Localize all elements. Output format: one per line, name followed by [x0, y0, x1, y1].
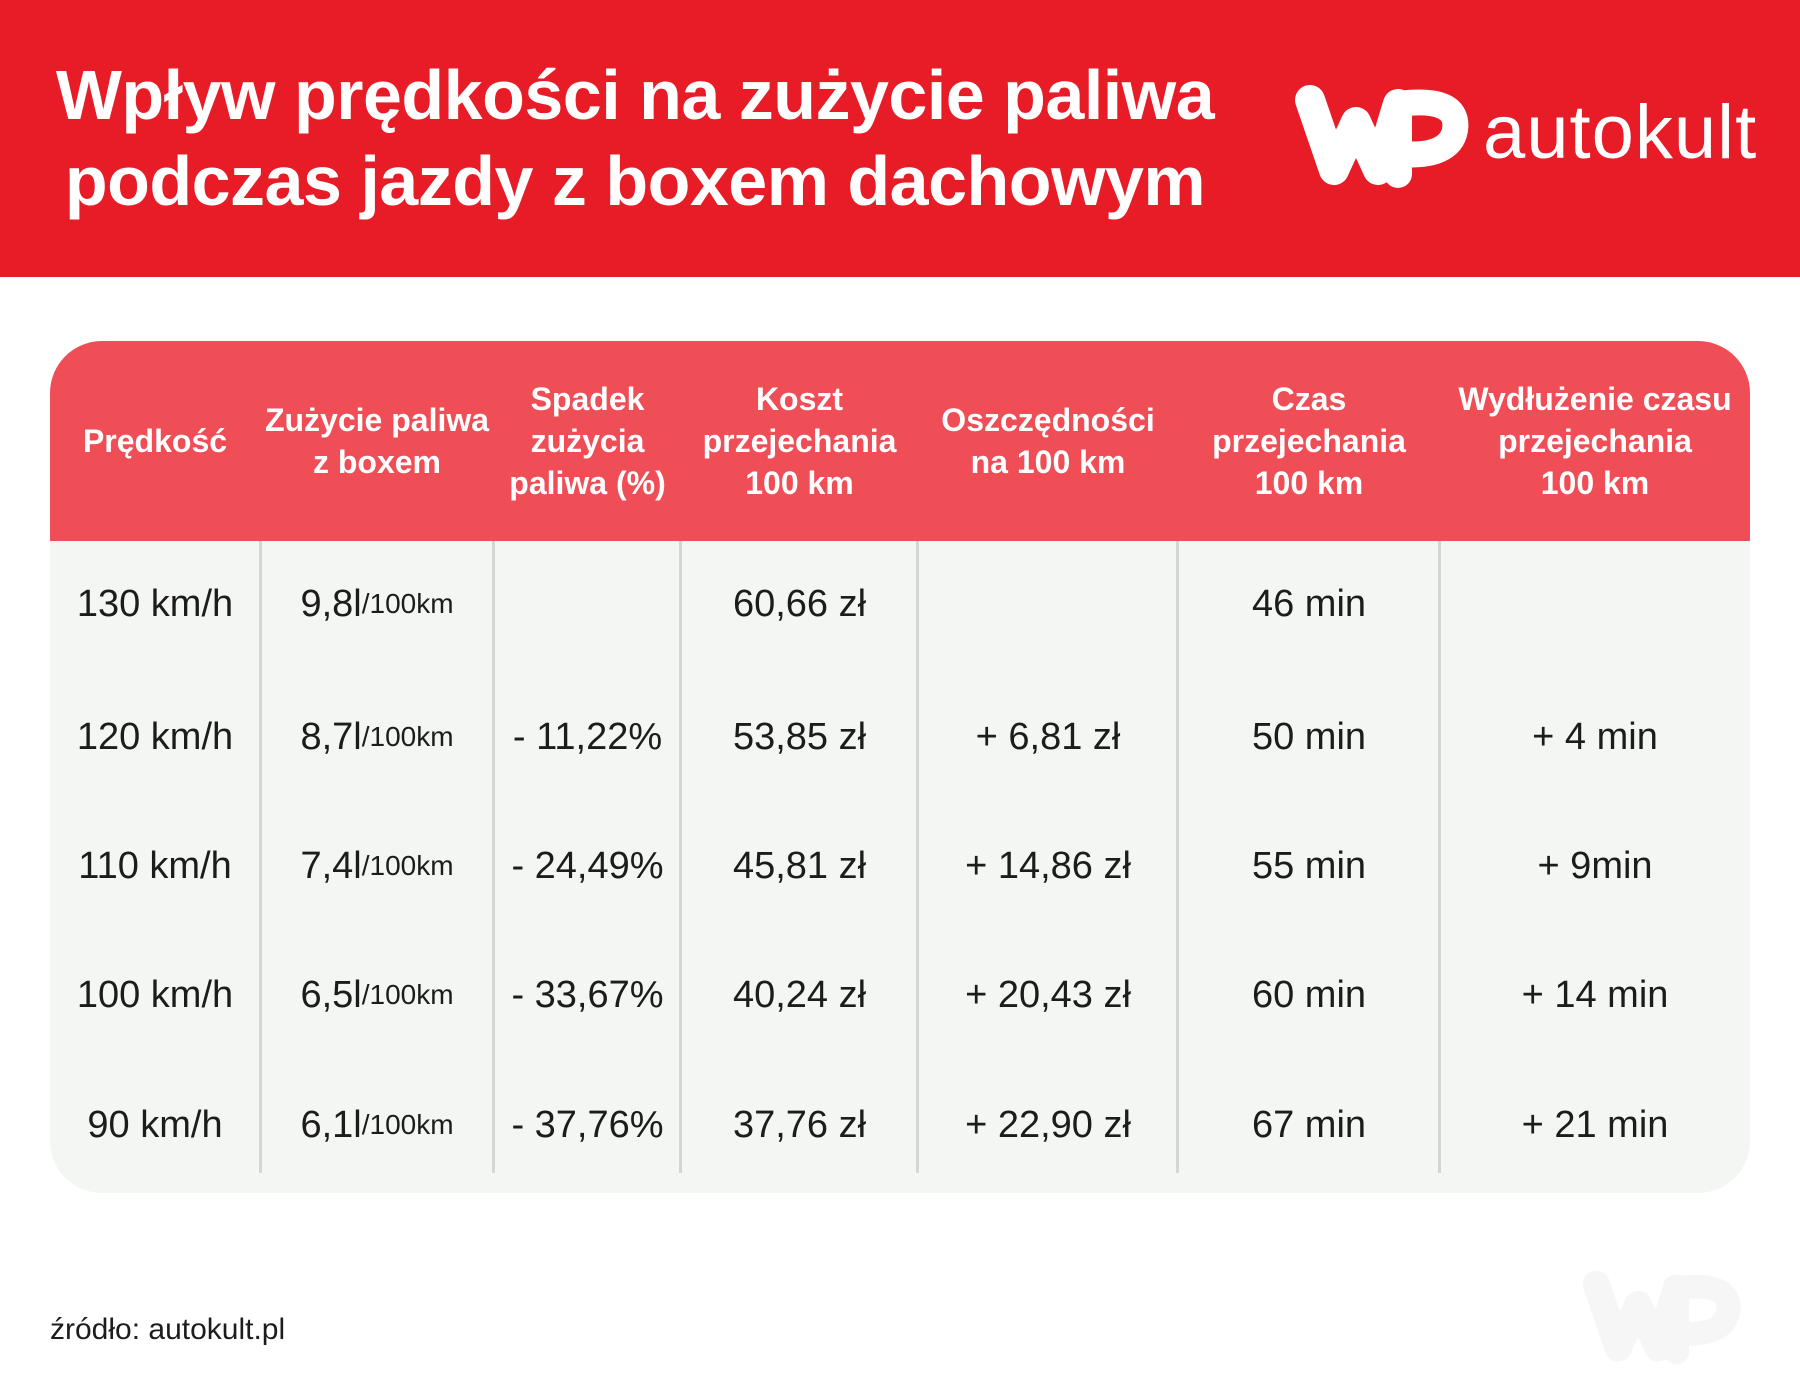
consumption-value: 6,5l — [300, 973, 362, 1016]
cell-speed: 130 km/h — [76, 582, 234, 625]
cell-savings: + 20,43 zł — [965, 973, 1131, 1016]
consumption-value: 8,7l — [300, 715, 362, 758]
cell-speed: 120 km/h — [76, 715, 234, 758]
cell-extension: + 21 min — [1521, 1103, 1669, 1146]
cell-drop — [494, 569, 681, 639]
consumption-unit: /100km — [361, 850, 454, 881]
wp-watermark-icon — [1582, 1270, 1741, 1365]
cell-consumption: 6,5l/100km — [260, 960, 494, 1030]
cell-time: 50 min — [1251, 715, 1367, 758]
brand-logo: autokult — [1290, 82, 1770, 192]
column-header-consumption: Zużycie paliwa z boxem — [264, 402, 490, 480]
cell-cost: 40,24 zł — [732, 973, 867, 1016]
wp-logo-icon — [1295, 85, 1469, 188]
consumption-unit: /100km — [361, 979, 454, 1010]
column-divider — [492, 541, 495, 1173]
cell-drop: - 11,22% — [512, 715, 663, 758]
cell-drop: - 33,67% — [511, 973, 664, 1016]
cell-consumption: 8,7l/100km — [260, 702, 494, 772]
cell-speed: 100 km/h — [76, 973, 234, 1016]
cell-extension: + 14 min — [1521, 973, 1669, 1016]
cell-savings — [918, 569, 1178, 639]
header-banner: Wpływ prędkości na zużycie paliwa podcza… — [0, 0, 1800, 277]
fuel-table: Prędkość Zużycie paliwa z boxem Spadek z… — [50, 341, 1750, 1193]
cell-speed: 90 km/h — [87, 1103, 223, 1146]
table-header: Prędkość Zużycie paliwa z boxem Spadek z… — [50, 341, 1750, 541]
column-header-time: Czas przejechania 100 km — [1212, 381, 1406, 501]
cell-extension — [1440, 569, 1750, 639]
consumption-value: 9,8l — [300, 582, 362, 625]
column-divider — [1176, 541, 1179, 1173]
cell-consumption: 9,8l/100km — [260, 569, 494, 639]
column-divider — [679, 541, 682, 1173]
consumption-unit: /100km — [361, 1109, 454, 1140]
cell-cost: 37,76 zł — [732, 1103, 867, 1146]
source-note: źródło: autokult.pl — [50, 1313, 286, 1346]
cell-extension: + 4 min — [1532, 715, 1658, 758]
cell-savings: + 14,86 zł — [965, 844, 1131, 887]
consumption-unit: /100km — [361, 721, 454, 752]
column-header-drop: Spadek zużycia paliwa (%) — [509, 381, 666, 501]
column-header-cost: Koszt przejechania 100 km — [702, 381, 897, 501]
cell-cost: 53,85 zł — [732, 715, 867, 758]
cell-savings: + 6,81 zł — [975, 715, 1121, 758]
logo-text: autokult — [1483, 90, 1758, 175]
title-line-1: Wpływ prędkości na zużycie paliwa — [55, 56, 1215, 134]
column-divider — [259, 541, 262, 1173]
cell-speed: 110 km/h — [78, 844, 232, 887]
cell-savings: + 22,90 zł — [965, 1103, 1131, 1146]
cell-cost: 45,81 zł — [732, 844, 867, 887]
cell-cost: 60,66 zł — [732, 582, 867, 625]
cell-drop: - 37,76% — [511, 1103, 664, 1146]
column-divider — [1438, 541, 1441, 1173]
cell-time: 55 min — [1251, 844, 1367, 887]
cell-time: 60 min — [1251, 973, 1367, 1016]
consumption-value: 7,4l — [300, 844, 362, 887]
column-header-speed: Prędkość — [82, 423, 228, 459]
consumption-value: 6,1l — [300, 1103, 362, 1146]
page-title: Wpływ prędkości na zużycie paliwa podcza… — [0, 52, 1270, 224]
cell-consumption: 6,1l/100km — [260, 1090, 494, 1160]
cell-time: 67 min — [1251, 1103, 1367, 1146]
cell-drop: - 24,49% — [511, 844, 664, 887]
column-header-savings: Oszczędności na 100 km — [941, 402, 1155, 480]
column-header-extension: Wydłużenie czasu przejechania 100 km — [1458, 381, 1732, 501]
title-line-2: podczas jazdy z boxem dachowym — [64, 142, 1206, 220]
column-divider — [916, 541, 919, 1173]
cell-extension: + 9min — [1537, 844, 1653, 887]
consumption-unit: /100km — [361, 588, 454, 619]
cell-consumption: 7,4l/100km — [260, 831, 494, 901]
cell-time: 46 min — [1251, 582, 1367, 625]
